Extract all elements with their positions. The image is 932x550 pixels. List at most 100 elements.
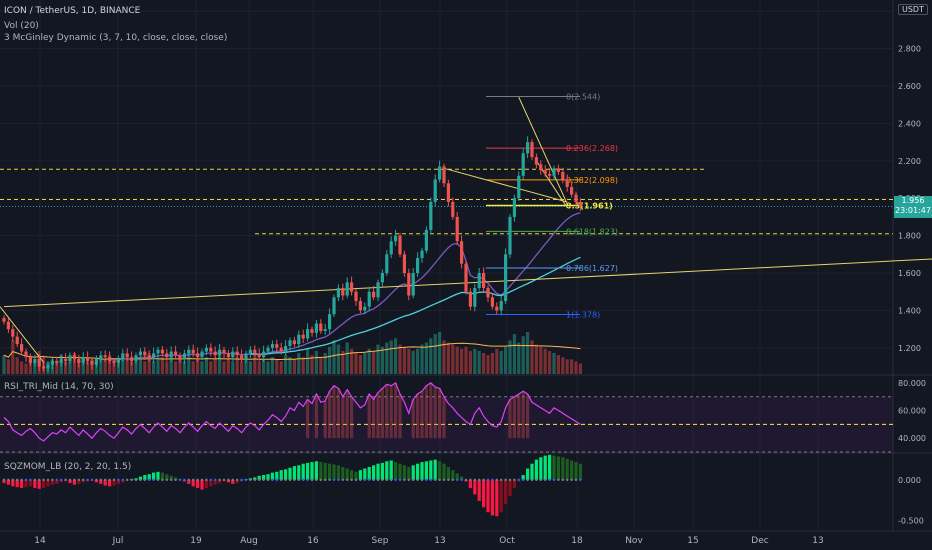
candle-body (319, 323, 323, 331)
volume-bar (99, 357, 103, 374)
candle-body (433, 179, 437, 202)
candle-body (565, 179, 569, 187)
momentum-bar (152, 472, 156, 480)
volume-bar (420, 344, 424, 374)
momentum-bar (2, 479, 6, 484)
candle-body (24, 351, 28, 358)
squeeze-dot (161, 478, 164, 482)
candle-body (86, 357, 90, 361)
candle-body (424, 230, 428, 251)
mcginley-legend[interactable]: 3 McGinley Dynamic (3, 7, 10, close, clo… (4, 33, 228, 43)
squeeze-dot (139, 478, 142, 482)
volume-bar (367, 348, 371, 374)
volume-bar (196, 359, 200, 374)
squeeze-dot (579, 478, 582, 482)
symbol-legend[interactable]: ICON / TetherUS, 1D, BINANCE (4, 6, 141, 16)
momentum-bar (482, 479, 486, 508)
fib-level-label: 0.618(1.823) (566, 227, 618, 236)
momentum-bar (42, 479, 46, 488)
volume-bar (372, 350, 376, 374)
volume-bar (460, 348, 464, 374)
volume-bar (407, 348, 411, 374)
candle-body (429, 201, 433, 231)
momentum-bar (354, 471, 358, 480)
rsi-overbought-bar (394, 382, 398, 439)
candle-body (103, 355, 107, 358)
candle-body (138, 351, 142, 356)
volume-bar (530, 340, 534, 374)
squeeze-dot (209, 478, 212, 482)
candle-body (385, 254, 389, 274)
squeeze-dot (249, 478, 252, 482)
rsi-overbought-bar (389, 385, 393, 439)
volume-bar (310, 355, 314, 374)
candle-body (288, 340, 292, 346)
volume-bar (253, 355, 257, 374)
momentum-bar (512, 479, 516, 488)
squeeze-dot (368, 478, 371, 482)
candle-body (147, 355, 151, 360)
rsi-overbought-bar (512, 396, 516, 439)
squeeze-dot (218, 478, 221, 482)
rsi-legend[interactable]: RSI_TRI_Mid (14, 70, 30) (4, 382, 114, 392)
momentum-bar (336, 465, 340, 480)
volume-bar (275, 359, 279, 374)
candle-body (530, 142, 534, 158)
momentum-bar (570, 460, 574, 480)
momentum-bar (398, 463, 402, 480)
squeeze-dot (491, 478, 494, 482)
momentum-bar (147, 474, 151, 480)
squeeze-dot (117, 478, 120, 482)
squeeze-dot (464, 478, 468, 482)
fib-level-label: 0.786(1.627) (566, 264, 618, 273)
volume-bar (191, 361, 195, 374)
currency-badge[interactable]: USDT (898, 4, 928, 15)
volume-bar (380, 346, 384, 374)
volume-legend[interactable]: Vol (20) (4, 21, 39, 31)
volume-bar (134, 355, 138, 374)
rsi-overbought-bar (411, 399, 415, 439)
candle-body (477, 273, 481, 288)
volume-bar (504, 346, 508, 374)
volume-bar (116, 361, 120, 374)
volume-bar (270, 357, 274, 374)
candle-body (460, 241, 464, 264)
candle-body (306, 329, 310, 339)
momentum-bar (358, 470, 362, 480)
volume-bar (332, 340, 336, 374)
volume-bar (240, 361, 244, 374)
candle-body (314, 323, 318, 333)
volume-bar (495, 348, 499, 374)
squeeze-dot (280, 478, 283, 482)
candle-body (574, 194, 578, 202)
volume-bar (112, 361, 116, 374)
volume-bar (226, 359, 230, 374)
momentum-bar (253, 477, 257, 480)
candle-body (6, 321, 10, 330)
momentum-bar (279, 470, 283, 480)
momentum-bar (372, 465, 376, 480)
momentum-bar (504, 479, 508, 505)
momentum-bar (429, 460, 433, 480)
squeeze-dot (42, 478, 45, 482)
volume-bar (499, 350, 503, 374)
candle-body (367, 291, 371, 307)
squeeze-dot (363, 478, 366, 482)
squeeze-dot (447, 478, 450, 482)
squeeze-dot (473, 478, 476, 482)
rsi-overbought-bar (424, 385, 428, 439)
volume-bar (570, 359, 574, 374)
volume-bar (534, 344, 538, 374)
rsi-overbought-bar (380, 388, 384, 439)
y-tick-label: 2.800 (898, 45, 921, 54)
volume-bar (306, 348, 310, 374)
squeeze-dot (82, 478, 85, 482)
squeeze-dot (438, 478, 441, 482)
squeeze-legend[interactable]: SQZMOM_LB (20, 2, 20, 1.5) (4, 462, 132, 472)
trendline (518, 97, 568, 205)
momentum-bar (433, 459, 437, 480)
momentum-bar (473, 479, 477, 495)
squeeze-dot (99, 478, 103, 482)
volume-bar (213, 359, 217, 374)
